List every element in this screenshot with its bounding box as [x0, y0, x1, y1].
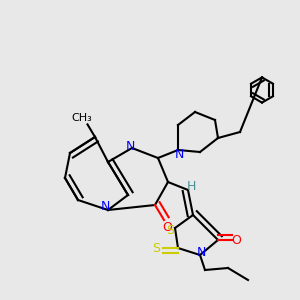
Text: H: H — [186, 181, 196, 194]
Text: N: N — [126, 140, 135, 153]
Text: N: N — [100, 200, 110, 214]
Text: N: N — [175, 148, 184, 161]
Text: CH₃: CH₃ — [72, 113, 92, 123]
Text: S: S — [152, 242, 160, 254]
Text: O: O — [232, 233, 242, 247]
Text: S: S — [167, 224, 175, 238]
Text: N: N — [197, 245, 206, 259]
Text: O: O — [162, 221, 172, 234]
